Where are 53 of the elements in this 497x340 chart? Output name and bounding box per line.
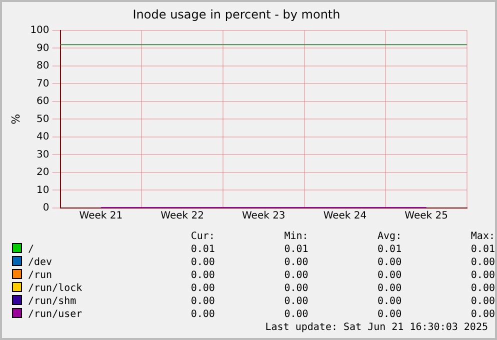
y-tick-label: 20 [36, 167, 50, 178]
text: 0.00 [376, 308, 402, 321]
x-tick-label: Week 21 [79, 210, 123, 222]
text: 0.01 [470, 243, 495, 256]
text: 0.00 [283, 256, 308, 269]
y-tick-label: 60 [36, 96, 50, 108]
x-tick-label: Week 25 [404, 210, 448, 222]
text: 0.00 [376, 269, 402, 282]
text: 0.00 [470, 282, 495, 295]
text: 0.00 [376, 282, 402, 295]
x-tick-label: Week 23 [242, 210, 286, 222]
text: 0.00 [376, 295, 402, 308]
legend-label: / [28, 244, 34, 255]
y-tick-label: 30 [36, 149, 50, 160]
text: 0.00 [283, 308, 308, 321]
y-tick-label: 10 [36, 184, 50, 196]
text: 0.01 [190, 243, 215, 256]
text: Max: [470, 231, 495, 243]
text: Min: [283, 231, 308, 243]
y-tick-label: 0 [42, 202, 50, 214]
x-tick-label: Week 22 [160, 210, 204, 222]
text: 0.00 [283, 295, 308, 308]
text: 0.00 [470, 308, 495, 321]
legend-label: /run/lock [28, 283, 82, 294]
y-tick-label: 40 [36, 132, 50, 143]
y-tick-label: 90 [36, 42, 50, 54]
y-tick-label: 80 [36, 60, 50, 72]
text: 0.00 [190, 282, 215, 295]
text: 0.00 [190, 308, 215, 321]
y-axis-title: % [9, 114, 22, 124]
y-tick-label: 70 [36, 78, 50, 90]
text: 0.00 [283, 269, 308, 282]
y-tick-label: 50 [36, 114, 50, 125]
text: 0.00 [190, 295, 215, 308]
text: 0.01 [283, 243, 308, 256]
text: Avg: [376, 231, 402, 243]
legend-label: /run/user [28, 309, 82, 320]
text: 0.00 [470, 256, 495, 269]
legend-label: /run [28, 270, 52, 281]
text: Cur: [190, 231, 215, 243]
text: 0.00 [470, 269, 495, 282]
chart-title: Inode usage in percent - by month [132, 7, 340, 22]
text: 0.01 [376, 243, 402, 256]
text: 0.00 [470, 295, 495, 308]
text: Last update: Sat Jun 21 16:30:03 2025 [264, 321, 488, 334]
text: 0.00 [376, 256, 402, 269]
text: 0.00 [283, 282, 308, 295]
legend-label: /run/shm [28, 296, 76, 307]
text: 0.00 [190, 256, 215, 269]
y-tick-label: 100 [30, 24, 50, 36]
x-tick-label: Week 24 [323, 210, 367, 222]
text: 0.00 [190, 269, 215, 282]
legend-label: /dev [28, 257, 52, 268]
